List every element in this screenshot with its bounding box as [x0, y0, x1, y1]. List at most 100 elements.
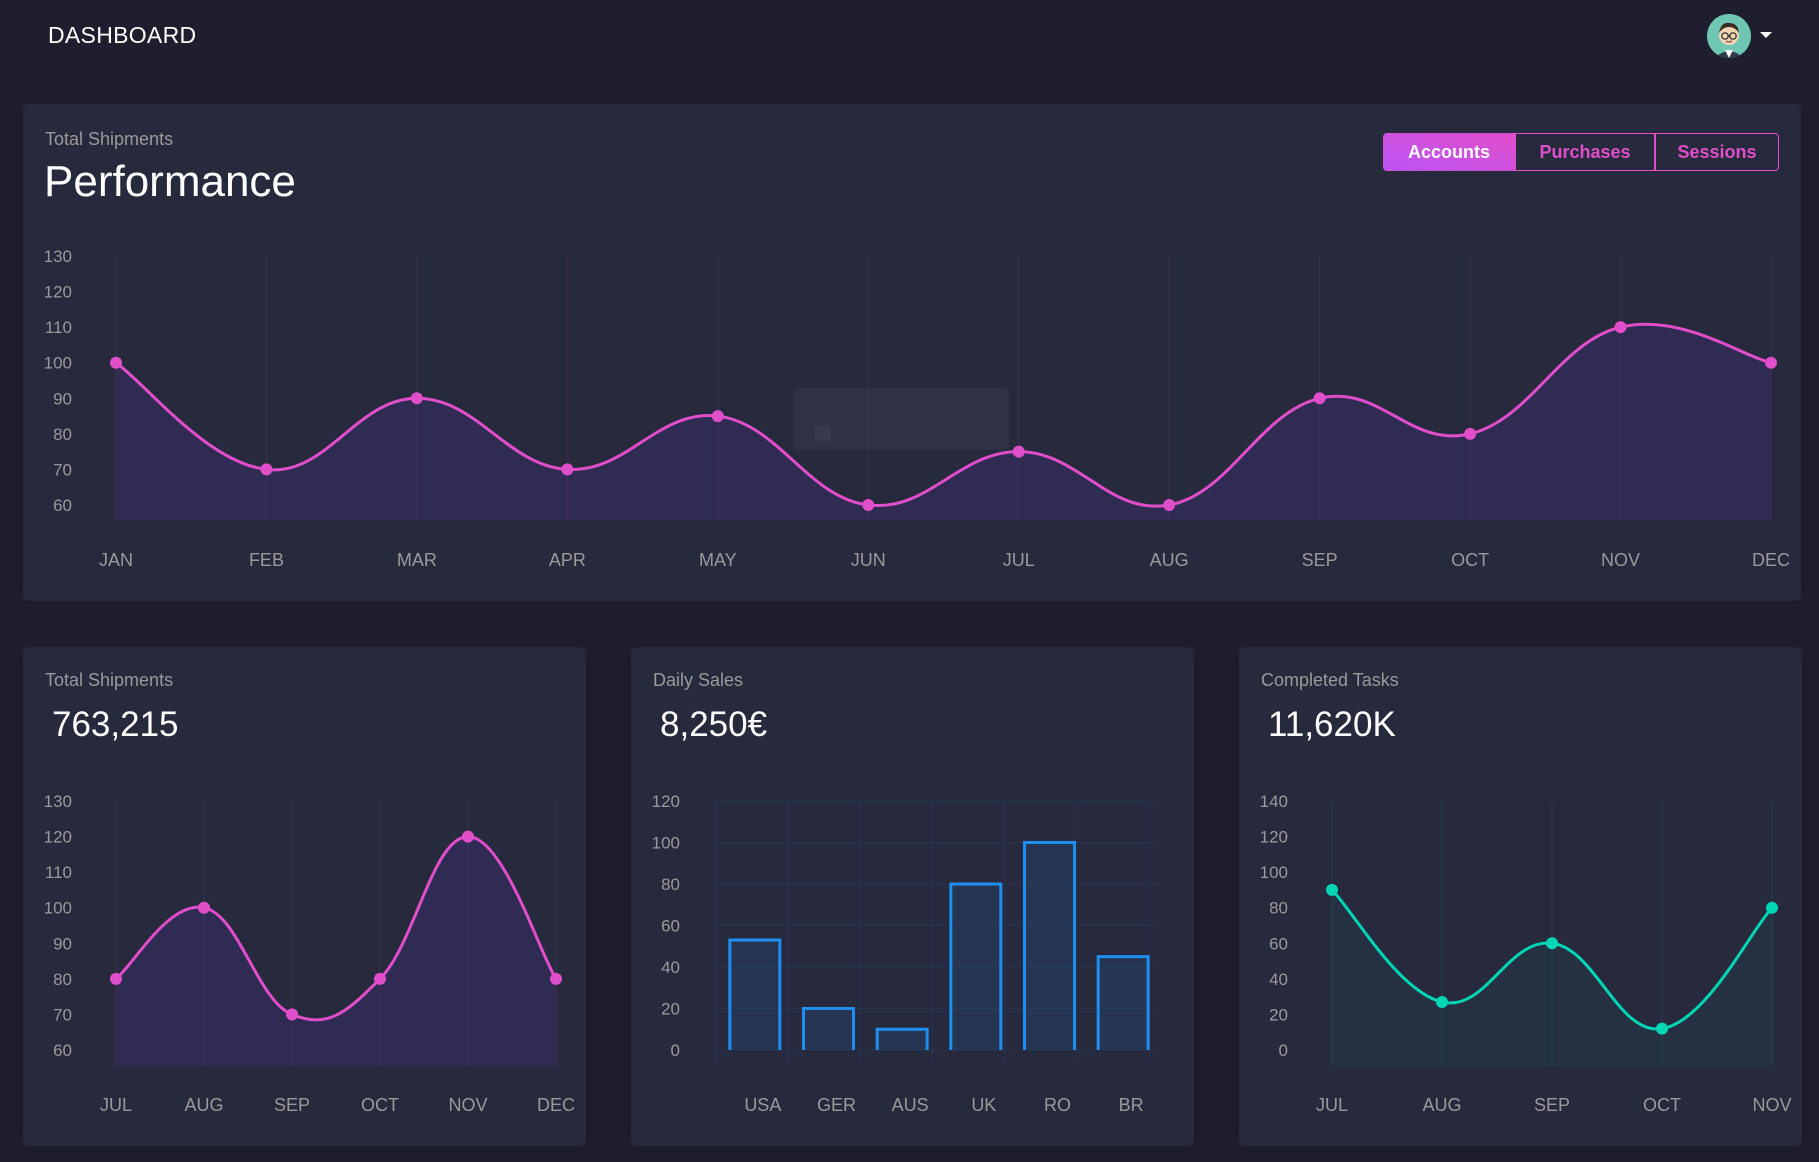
bar — [1096, 955, 1150, 1050]
data-point — [286, 1008, 298, 1021]
x-tick-label: JUL — [1003, 550, 1035, 570]
data-point — [1464, 427, 1477, 440]
area-fill — [116, 836, 556, 1066]
x-tick-label: RO — [1044, 1095, 1071, 1115]
y-tick-label: 100 — [1260, 863, 1288, 882]
bar — [1023, 841, 1076, 1050]
x-tick-label: OCT — [361, 1095, 399, 1115]
shipments-card — [23, 647, 586, 1146]
x-tick-label: DEC — [1752, 550, 1790, 570]
shipments-line-chart: 60 70 80 90 100 110 120 130 JUL AUG SEP OCT NOV DEC — [44, 792, 575, 1115]
data-point — [110, 356, 122, 369]
y-tick-label: 0 — [1279, 1041, 1288, 1060]
x-tick-label: USA — [744, 1095, 781, 1115]
bar-fill — [1098, 956, 1149, 1050]
data-point — [1765, 356, 1777, 369]
chart-tooltip — [793, 388, 1009, 450]
tab-sessions[interactable]: Sessions — [1655, 133, 1779, 171]
y-tick-label: 80 — [53, 970, 72, 989]
completed-tasks-line-chart: 0 20 40 60 80 100 120 140 JUL AUG SEP OCT NOV — [1260, 792, 1792, 1115]
y-tick-label: 80 — [1269, 899, 1288, 918]
data-point — [862, 499, 875, 511]
daily-sales-bar-chart: 0 20 40 60 80 100 120 USA GER AUS UK RO BR — [652, 792, 1158, 1115]
x-tick-label: MAR — [397, 550, 437, 570]
x-tick-label: MAY — [699, 550, 737, 570]
tab-purchases[interactable]: Purchases — [1515, 133, 1655, 171]
y-tick-label: 80 — [53, 425, 72, 444]
y-tick-label: 20 — [661, 1000, 680, 1019]
x-tick-label: NOV — [448, 1095, 487, 1115]
y-tick-label: 60 — [1269, 934, 1288, 953]
bar — [802, 1007, 855, 1050]
bar-fill — [729, 940, 780, 1050]
y-tick-label: 0 — [671, 1041, 680, 1060]
card-category: Total Shipments — [45, 670, 174, 690]
y-tick-label: 120 — [1260, 828, 1288, 847]
x-tick-label: APR — [549, 550, 586, 570]
navbar-brand[interactable]: DASHBOARD — [48, 22, 197, 48]
y-tick-label: 100 — [44, 899, 72, 918]
x-tick-label: AUG — [1150, 550, 1189, 570]
data-point — [374, 972, 386, 985]
data-point — [1614, 321, 1627, 334]
y-tick-label: 40 — [1269, 970, 1288, 989]
tooltip-color-swatch — [815, 425, 831, 441]
y-tick-label: 60 — [661, 917, 680, 936]
y-tick-label: 90 — [53, 389, 72, 408]
data-point — [550, 972, 562, 985]
data-point — [1163, 499, 1176, 511]
top-navbar: DASHBOARD — [0, 0, 1819, 80]
x-tick-label: NOV — [1752, 1095, 1791, 1115]
bar-fill — [950, 884, 1001, 1050]
performance-card — [23, 104, 1801, 601]
user-avatar-icon[interactable] — [1707, 14, 1751, 58]
data-point — [1012, 445, 1025, 458]
area-fill — [116, 324, 1771, 520]
x-tick-label: JUL — [100, 1095, 132, 1115]
y-tick-label: 110 — [45, 863, 72, 882]
data-point — [1313, 392, 1326, 405]
area-fill — [1332, 889, 1772, 1066]
data-point — [110, 972, 122, 985]
x-tick-label: OCT — [1643, 1095, 1681, 1115]
page-title: Performance — [44, 157, 296, 206]
x-tick-label: SEP — [1302, 550, 1338, 570]
tab-accounts[interactable]: Accounts — [1383, 133, 1515, 171]
x-tick-label: AUG — [1422, 1095, 1461, 1115]
y-tick-label: 90 — [53, 934, 72, 953]
y-tick-label: 20 — [1269, 1005, 1288, 1024]
card-category: Completed Tasks — [1261, 670, 1399, 690]
data-point — [1436, 995, 1448, 1008]
x-tick-label: UK — [971, 1095, 996, 1115]
data-point — [1766, 901, 1778, 914]
x-tick-label: JAN — [99, 550, 133, 570]
y-tick-label: 120 — [44, 283, 72, 302]
y-tick-label: 80 — [661, 875, 680, 894]
x-tick-label: AUG — [184, 1095, 223, 1115]
card-value: 763,215 — [52, 705, 179, 744]
data-point — [1546, 937, 1558, 950]
y-tick-label: 100 — [652, 834, 680, 853]
bar-fill — [1024, 842, 1075, 1050]
y-tick-label: 40 — [661, 958, 680, 977]
x-tick-label: SEP — [1534, 1095, 1570, 1115]
x-tick-label: NOV — [1601, 550, 1640, 570]
x-tick-label: BR — [1119, 1095, 1144, 1115]
completed-tasks-card — [1239, 647, 1802, 1146]
y-tick-label: 140 — [1260, 792, 1288, 811]
y-tick-label: 70 — [53, 1005, 72, 1024]
series-line — [115, 322, 1772, 508]
x-tick-label: FEB — [249, 550, 284, 570]
daily-sales-card — [631, 647, 1194, 1146]
card-category: Daily Sales — [653, 670, 744, 690]
data-point — [462, 830, 474, 843]
data-point — [198, 901, 210, 914]
chevron-down-icon[interactable] — [1760, 32, 1772, 38]
y-tick-label: 100 — [44, 354, 72, 373]
card-value: 11,620K — [1268, 705, 1396, 744]
x-tick-label: DEC — [537, 1095, 575, 1115]
x-tick-label: AUS — [892, 1095, 929, 1115]
y-tick-label: 60 — [53, 496, 72, 515]
data-point — [1656, 1022, 1668, 1035]
y-tick-label: 130 — [44, 247, 72, 266]
